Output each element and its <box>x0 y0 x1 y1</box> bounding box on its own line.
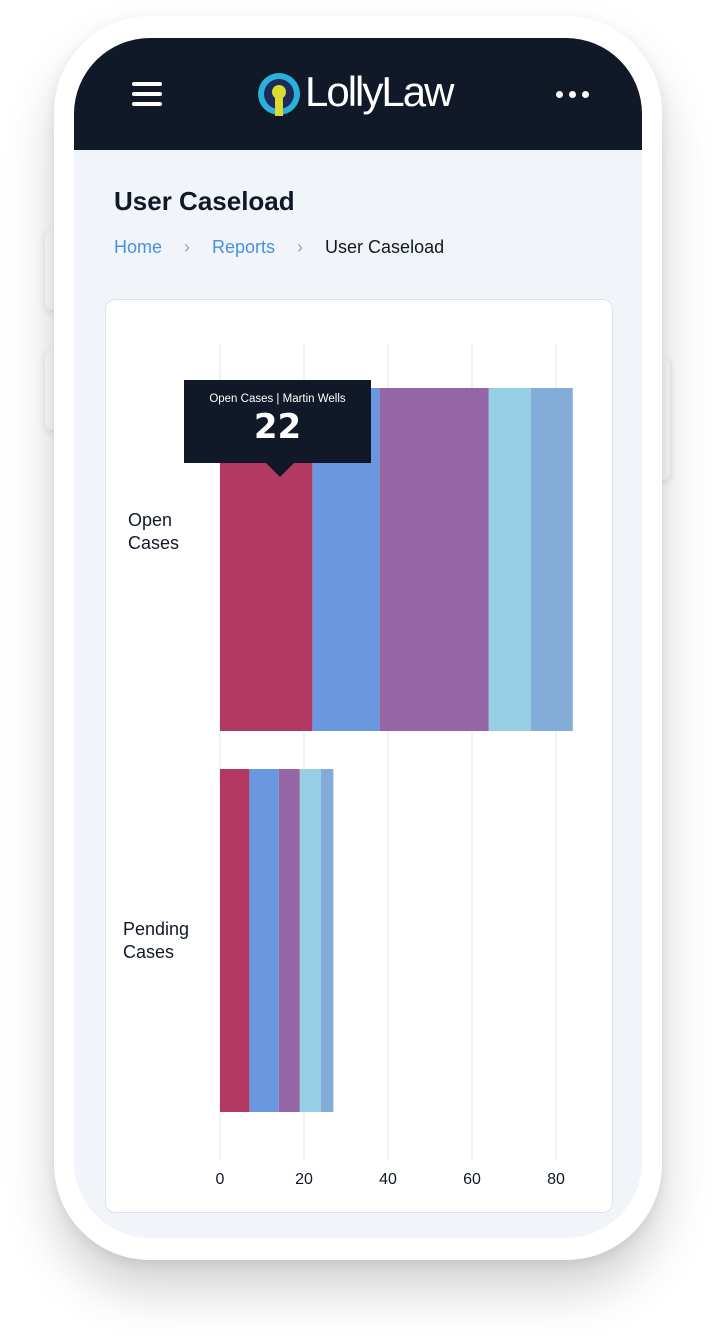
bar-segment <box>299 769 321 1112</box>
breadcrumb-current: User Caseload <box>325 237 445 257</box>
more-horizontal-icon[interactable] <box>556 90 592 100</box>
chevron-right-icon: › <box>297 237 304 257</box>
x-tick-label: 60 <box>463 1171 481 1188</box>
chevron-right-icon: › <box>184 237 191 257</box>
chart-tooltip: Open Cases | Martin Wells 22 <box>184 380 371 477</box>
bar-segment <box>488 388 531 731</box>
logo: LollyLaw <box>257 68 454 122</box>
bar-segment <box>249 769 279 1112</box>
breadcrumb-home[interactable]: Home <box>114 237 163 257</box>
bar-segment <box>278 769 300 1112</box>
bar-segment <box>320 769 334 1112</box>
breadcrumb-reports[interactable]: Reports <box>212 237 276 257</box>
bar-segment <box>379 388 489 731</box>
top-bar: LollyLaw <box>74 38 642 150</box>
x-tick-label: 80 <box>547 1171 565 1188</box>
category-label-open: Open Cases <box>128 510 180 553</box>
x-tick-label: 0 <box>216 1171 225 1188</box>
hamburger-icon[interactable] <box>132 82 162 106</box>
bar-segment <box>530 388 573 731</box>
tooltip-label: Open Cases | Martin Wells <box>209 393 346 405</box>
tooltip-value: 22 <box>253 407 302 447</box>
x-tick-label: 20 <box>295 1171 313 1188</box>
screen: LollyLaw User Caseload Home › Reports › … <box>74 38 642 1238</box>
page-title: User Caseload <box>114 186 295 216</box>
bar-segment <box>220 769 250 1112</box>
logo-keyhole-icon <box>258 73 300 116</box>
category-label-pending: Pending Cases <box>123 919 190 962</box>
breadcrumb: Home › Reports › User Caseload <box>114 237 444 258</box>
x-tick-label: 40 <box>379 1171 397 1188</box>
